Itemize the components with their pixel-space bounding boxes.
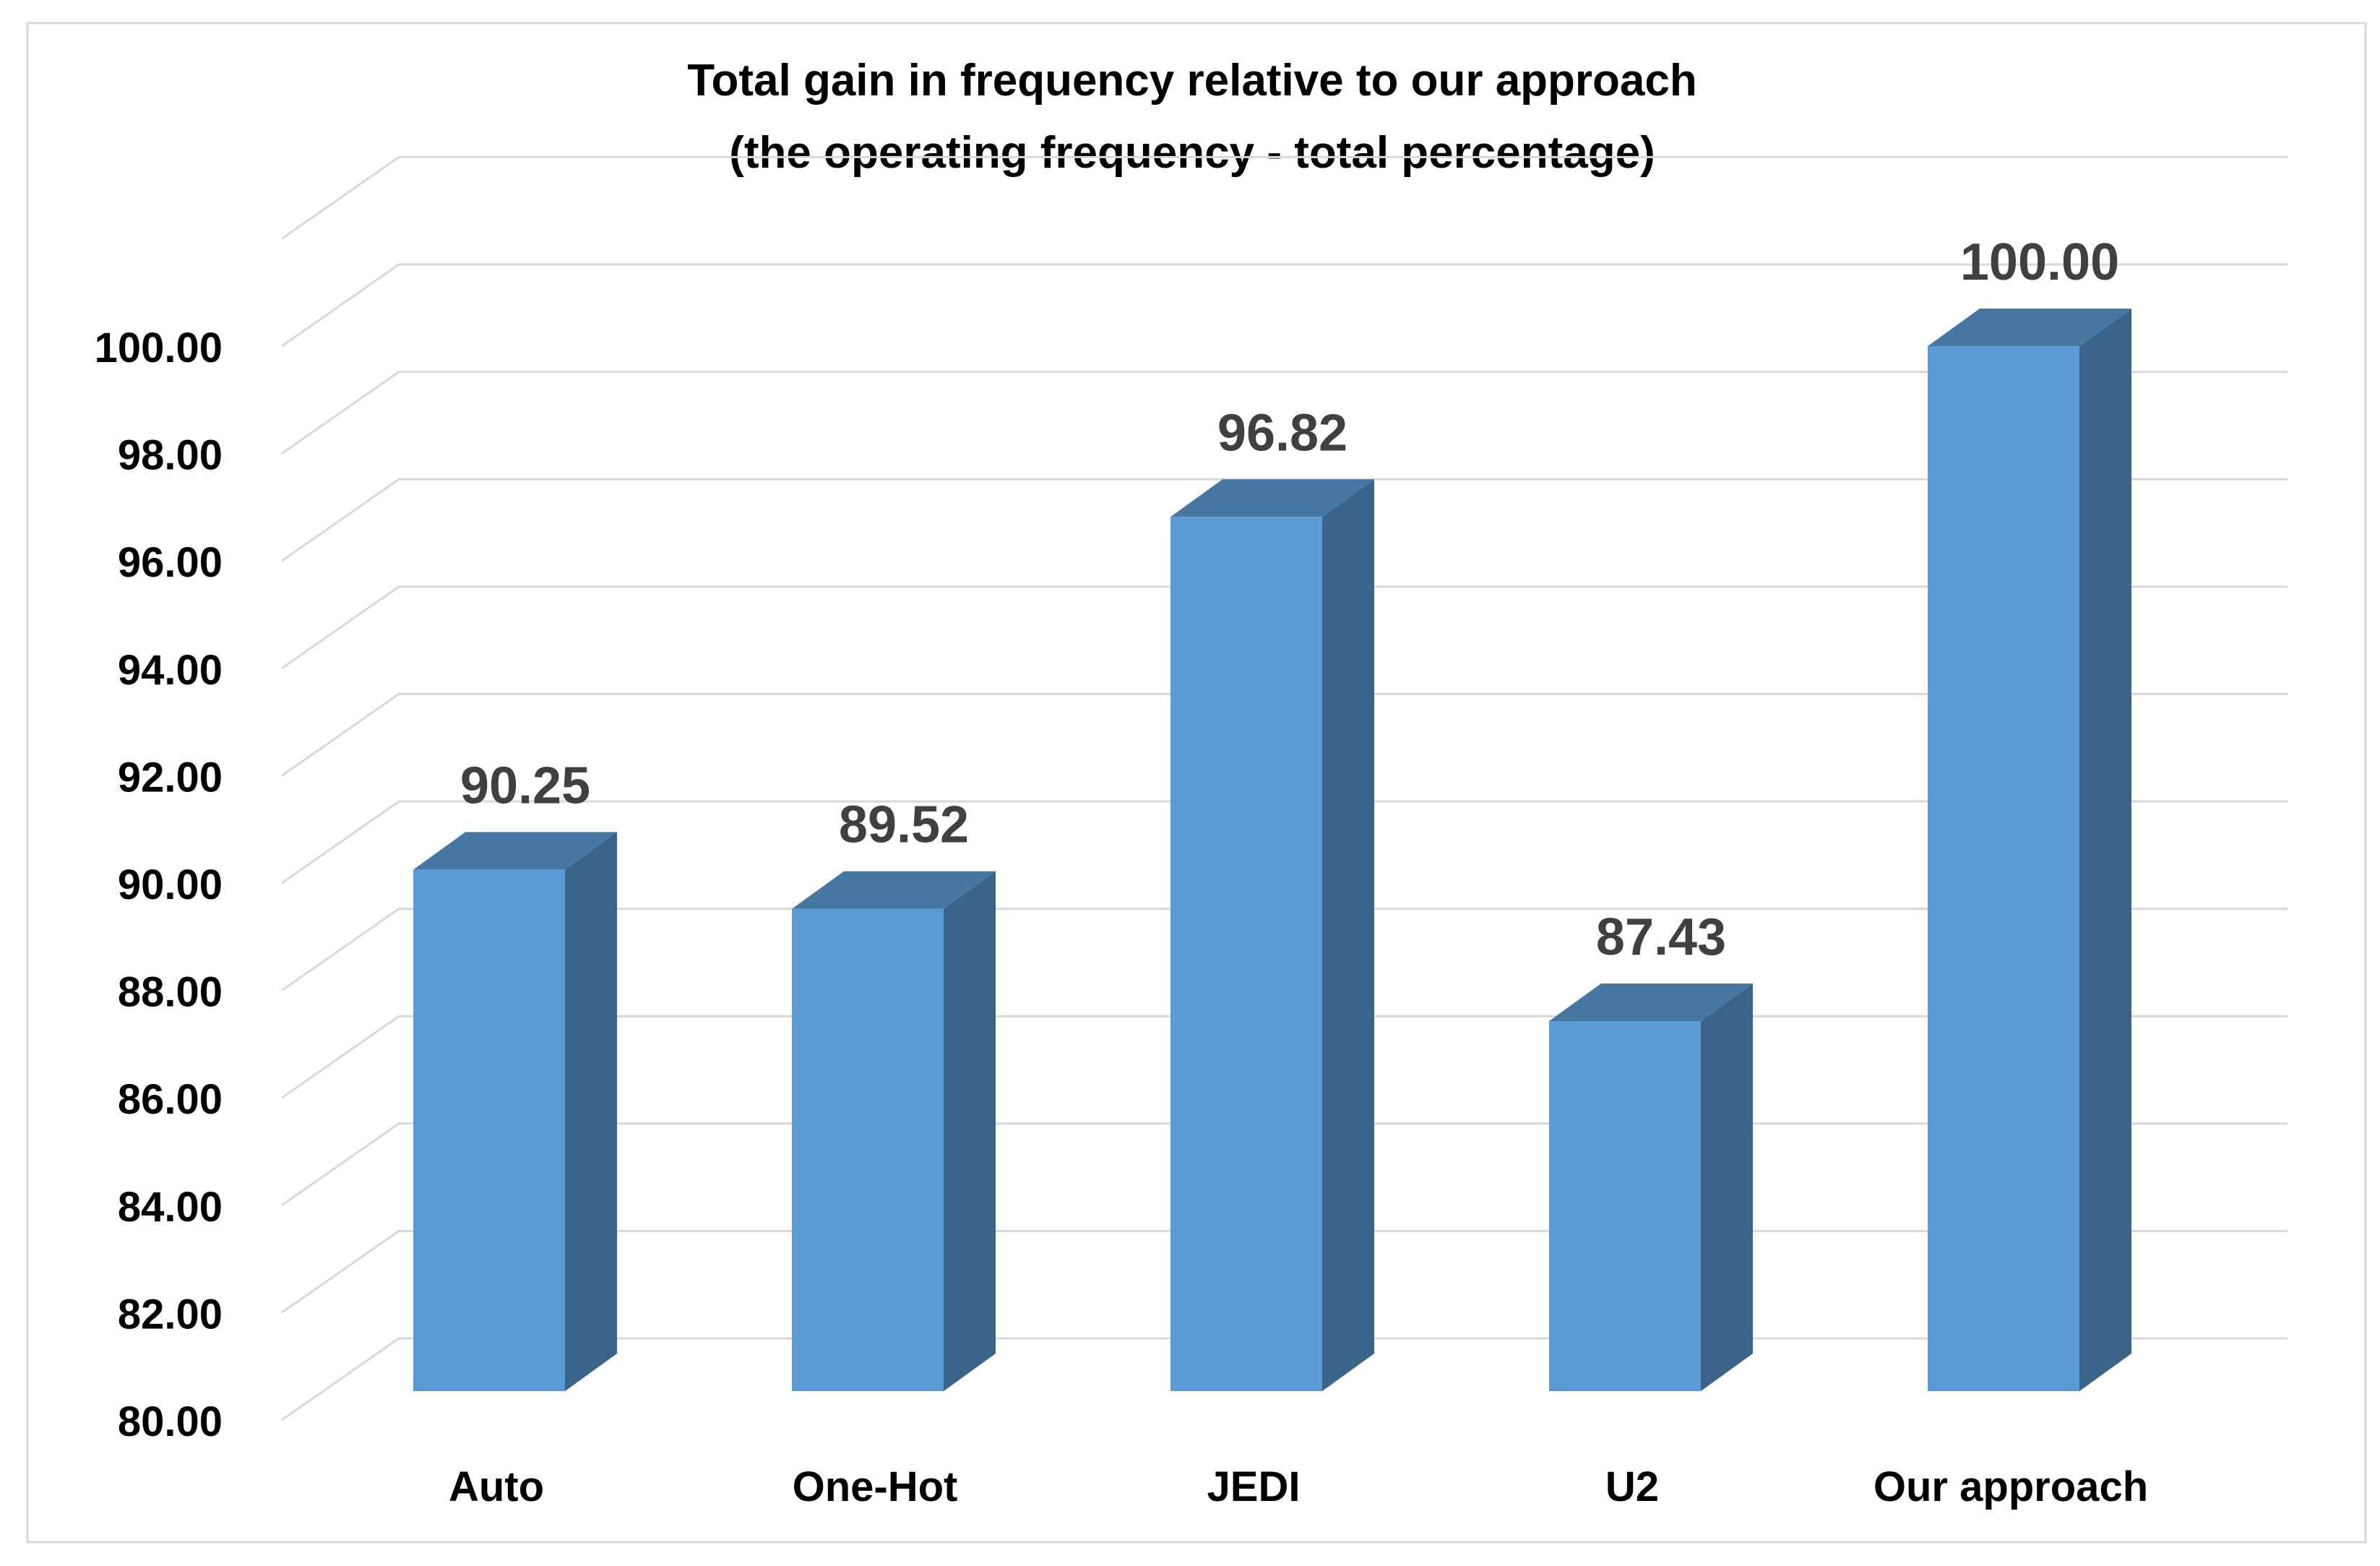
y-tick-label: 82.00 xyxy=(118,1291,223,1338)
gridline xyxy=(281,478,2288,562)
gridline xyxy=(281,155,2288,240)
bar-side xyxy=(2079,309,2131,1391)
value-labels: 90.25 89.52 96.82 87.43 100.00 xyxy=(460,233,2119,966)
bar-side xyxy=(1322,479,1374,1392)
bar xyxy=(1170,517,1322,1392)
bar-top xyxy=(1928,309,2131,346)
gridline xyxy=(281,692,2288,777)
x-tick-label: JEDI xyxy=(1207,1463,1301,1510)
y-tick-label: 100.00 xyxy=(95,324,223,371)
chart-title-line2: (the operating frequency - total percent… xyxy=(729,128,1655,178)
y-axis-tick-labels: 80.00 82.00 84.00 86.00 88.00 90.00 92.00 94.00… xyxy=(95,324,223,1445)
gridline xyxy=(281,585,2288,670)
y-tick-label: 90.00 xyxy=(118,861,223,908)
bar-top xyxy=(1549,983,1753,1021)
chart-title-line1: Total gain in frequency relative to our … xyxy=(687,56,1697,106)
gridline xyxy=(281,908,2288,991)
bar-side xyxy=(565,832,617,1391)
y-tick-label: 84.00 xyxy=(118,1184,223,1231)
bar xyxy=(1928,346,2079,1391)
gridline xyxy=(281,371,2288,455)
y-tick-label: 88.00 xyxy=(118,969,223,1016)
y-tick-label: 92.00 xyxy=(118,754,223,801)
data-label: 90.25 xyxy=(460,757,590,814)
bar-top xyxy=(413,832,617,870)
y-tick-label: 80.00 xyxy=(118,1398,223,1445)
bars xyxy=(413,309,2131,1392)
bar-side xyxy=(1701,983,1753,1391)
y-tick-label: 86.00 xyxy=(118,1076,223,1123)
y-tick-label: 98.00 xyxy=(118,432,223,479)
y-tick-label: 94.00 xyxy=(118,647,223,694)
data-label: 89.52 xyxy=(839,796,969,854)
gridline xyxy=(281,263,2288,348)
data-label: 96.82 xyxy=(1217,404,1348,462)
bar xyxy=(792,908,944,1391)
data-label: 87.43 xyxy=(1596,908,1726,966)
x-tick-label: Our approach xyxy=(1874,1463,2148,1510)
x-tick-label: U2 xyxy=(1605,1463,1659,1510)
bar xyxy=(1549,1020,1701,1391)
data-label: 100.00 xyxy=(1960,233,2119,291)
x-axis-tick-labels: Auto One-Hot JEDI U2 Our approach xyxy=(449,1463,2148,1510)
gridline xyxy=(281,800,2288,885)
bar-top xyxy=(792,871,996,909)
y-tick-label: 96.00 xyxy=(118,539,223,586)
bar xyxy=(413,869,565,1391)
bar-side xyxy=(944,871,996,1391)
x-tick-label: One-Hot xyxy=(793,1463,958,1510)
x-tick-label: Auto xyxy=(449,1463,544,1510)
bar-top xyxy=(1170,479,1374,517)
